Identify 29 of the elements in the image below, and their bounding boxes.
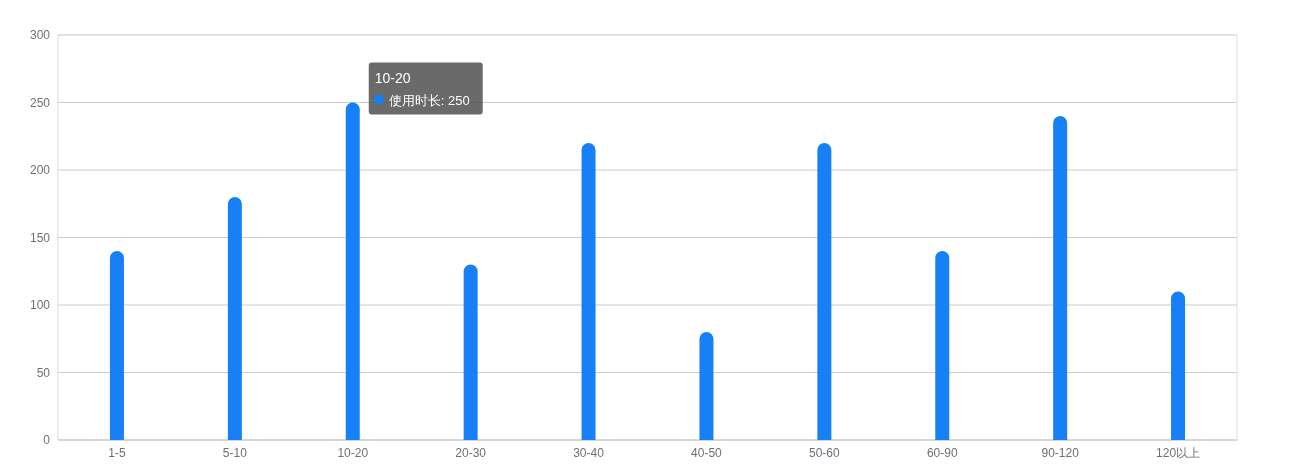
x-tick-label: 1-5 [108, 446, 126, 460]
x-tick-label: 50-60 [809, 446, 841, 460]
bar [1171, 291, 1186, 440]
annotation: 使用时长: 250 [388, 92, 470, 108]
y-tick-label: 300 [29, 28, 51, 42]
x-tick-label: 30-40 [573, 446, 605, 460]
bar [817, 143, 832, 440]
y-tick-label: 250 [29, 95, 51, 110]
bar [227, 197, 242, 440]
x-tick-label: 5-10 [222, 446, 248, 460]
x-tick-label: 40-50 [691, 446, 723, 460]
x-tick-label: 20-30 [455, 446, 487, 460]
bar [699, 332, 714, 440]
bar [109, 251, 124, 440]
y-tick-label: 150 [29, 230, 51, 245]
y-tick-label: 100 [29, 298, 51, 312]
bar [463, 264, 478, 440]
x-tick-label: 120以上 [1156, 446, 1201, 460]
tooltip: 10-20 使用时长: 250 [368, 62, 483, 115]
bar [935, 251, 950, 440]
x-tick-label: 90-120 [1041, 446, 1080, 460]
y-tick-label: 50 [36, 365, 51, 380]
bar [345, 102, 360, 440]
bar [1053, 116, 1068, 440]
x-tick-label: 60-90 [926, 446, 958, 460]
y-tick-label: 200 [29, 163, 51, 177]
y-tick-label: 0 [43, 433, 51, 447]
x-tick-label: 10-20 [337, 446, 369, 460]
bar [581, 143, 596, 440]
